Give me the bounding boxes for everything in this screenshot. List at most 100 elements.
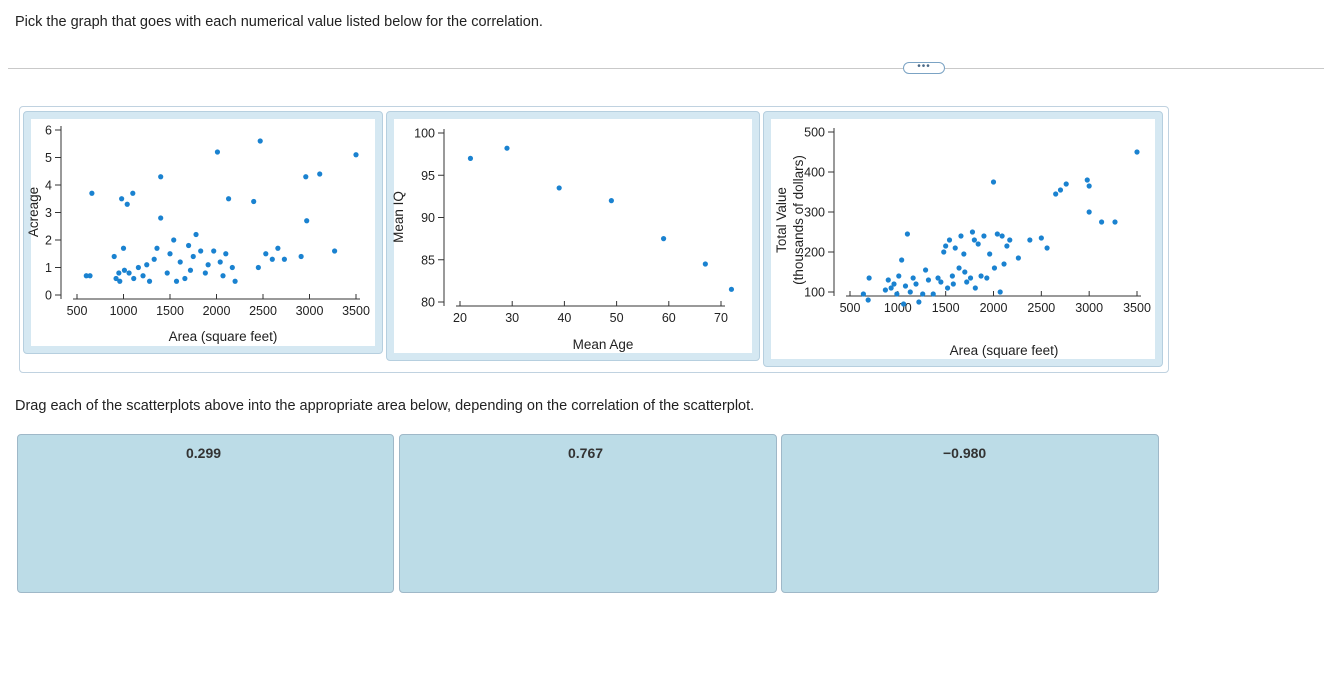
- data-point: [303, 174, 309, 180]
- data-point: [556, 185, 562, 191]
- data-point: [126, 270, 132, 276]
- data-point: [111, 253, 117, 260]
- data-point: [910, 275, 916, 281]
- x-tick-label: 1500: [156, 304, 184, 318]
- drop-zone-0767[interactable]: 0.767: [399, 434, 777, 593]
- data-point: [894, 291, 900, 297]
- data-point: [353, 152, 359, 158]
- drop-zone-neg0980[interactable]: −0.980: [781, 434, 1159, 593]
- divider: [8, 68, 1324, 69]
- data-point: [972, 285, 978, 291]
- data-point: [154, 245, 160, 251]
- data-point: [232, 278, 238, 284]
- data-point: [935, 275, 941, 281]
- data-point: [87, 273, 93, 279]
- data-point: [900, 301, 907, 307]
- data-point: [949, 273, 955, 279]
- data-point: [660, 236, 667, 242]
- x-tick-label: 3000: [296, 304, 324, 318]
- x-axis-title: Area (square feet): [169, 329, 278, 344]
- drag-instruction-text: Drag each of the scatterplots above into…: [15, 398, 755, 414]
- y-axis-title: Acreage: [26, 187, 41, 237]
- data-point: [938, 279, 944, 285]
- x-tick-label: 2000: [980, 301, 1008, 315]
- scatterplot-card-acreage[interactable]: 500 1000 1500 2000 2500 3000 3500 0 1 2 3 4 5 6 Area (…: [23, 111, 383, 354]
- more-options-button[interactable]: •••: [903, 62, 945, 74]
- data-point: [1086, 183, 1092, 189]
- data-point: [885, 277, 891, 283]
- data-point: [608, 198, 614, 204]
- data-point: [1027, 237, 1033, 243]
- data-point: [997, 289, 1003, 295]
- data-point: [994, 231, 1000, 237]
- data-point: [1001, 261, 1007, 267]
- x-tick-label: 2000: [203, 304, 231, 318]
- data-point: [1053, 191, 1059, 197]
- data-point: [969, 229, 976, 235]
- data-point: [202, 270, 208, 276]
- data-point: [1112, 219, 1118, 225]
- data-point: [214, 149, 221, 155]
- x-tick-label: 500: [840, 301, 861, 315]
- y-tick-label: 6: [45, 124, 52, 138]
- data-point: [975, 241, 981, 247]
- scatterplot-card-iq[interactable]: 20 30 40 50 60 70 80 85 90 95 100 Mean Age Mean IQ: [386, 111, 760, 361]
- data-point: [225, 196, 232, 202]
- data-point: [920, 291, 926, 297]
- y-tick-label: 200: [804, 246, 825, 260]
- data-point: [269, 256, 275, 262]
- data-point: [896, 273, 902, 279]
- data-point: [1099, 219, 1105, 225]
- instruction-text: Pick the graph that goes with each numer…: [15, 14, 543, 30]
- data-point: [946, 237, 953, 243]
- x-tick-label: 50: [610, 311, 624, 325]
- data-point: [124, 201, 130, 207]
- data-point: [922, 267, 929, 273]
- data-point: [144, 262, 150, 268]
- data-point: [930, 291, 936, 297]
- x-tick-label: 3500: [1123, 301, 1151, 315]
- x-tick-label: 1500: [932, 301, 960, 315]
- data-point: [83, 273, 89, 279]
- y-tick-label: 80: [421, 296, 435, 310]
- data-point: [255, 264, 261, 271]
- data-point: [164, 270, 170, 276]
- data-point: [158, 174, 164, 180]
- data-point: [962, 269, 968, 275]
- data-point: [907, 289, 913, 295]
- data-point: [193, 231, 199, 238]
- y-tick-label: 400: [804, 166, 825, 180]
- data-point: [925, 277, 932, 283]
- scatterplot-value: 500 1000 1500 2000 2500 3000 3500 100 200 300 400 5…: [774, 126, 1151, 359]
- data-point: [967, 275, 974, 281]
- data-point: [902, 283, 909, 289]
- data-point: [190, 253, 196, 260]
- x-tick-label: 2500: [249, 304, 277, 318]
- data-point: [121, 267, 128, 273]
- data-point: [860, 291, 866, 297]
- x-tick-label: 30: [505, 311, 519, 325]
- x-tick-label: 20: [453, 311, 467, 325]
- data-point: [702, 261, 708, 267]
- y-tick-label: 85: [421, 253, 435, 267]
- data-point: [971, 237, 977, 243]
- y-tick-label: 4: [45, 179, 52, 193]
- data-point: [888, 285, 894, 291]
- data-point: [186, 242, 192, 249]
- data-point: [298, 253, 304, 260]
- y-tick-label: 95: [421, 169, 435, 183]
- data-point: [1063, 181, 1069, 187]
- data-point: [281, 256, 287, 262]
- y-axis-title: Total Value: [774, 187, 789, 253]
- data-point: [220, 273, 226, 279]
- data-point: [135, 264, 141, 271]
- data-point: [504, 145, 510, 151]
- data-point: [117, 278, 123, 284]
- data-point: [182, 275, 188, 282]
- data-point: [205, 262, 211, 268]
- data-point: [1057, 187, 1064, 193]
- data-point: [728, 286, 735, 292]
- scatterplot-card-value[interactable]: 500 1000 1500 2000 2500 3000 3500 100 200 300 400 5…: [763, 111, 1163, 367]
- data-point: [981, 233, 987, 239]
- drop-zone-0299[interactable]: 0.299: [17, 434, 394, 593]
